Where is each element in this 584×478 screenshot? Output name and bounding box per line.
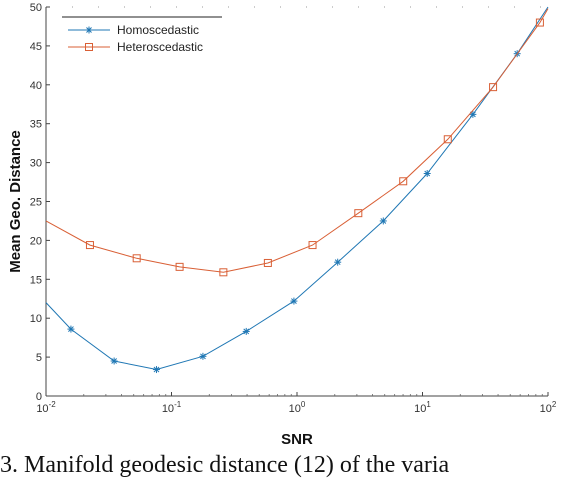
y-tick-label: 5 xyxy=(36,352,42,364)
asterisk-stroke xyxy=(380,218,387,224)
data-point-homoscedastic xyxy=(242,327,250,335)
y-tick-label: 15 xyxy=(30,274,42,286)
asterisk-stroke xyxy=(424,170,431,177)
data-point-heteroscedastic xyxy=(399,177,408,186)
legend-label-homoscedastic: Homoscedastic xyxy=(117,23,199,37)
x-tick-label: 102 xyxy=(540,400,557,415)
y-tick-label: 35 xyxy=(30,119,42,131)
series-layer xyxy=(45,6,549,374)
legend-marker-heteroscedastic xyxy=(85,43,93,51)
legend-marker-homoscedastic xyxy=(85,26,93,34)
legend: Homoscedastic Heteroscedastic xyxy=(62,16,222,62)
data-point-heteroscedastic xyxy=(308,241,317,250)
asterisk-stroke xyxy=(291,298,297,304)
axes: 0 5 10 15 20 25 30 35 40 45 50 10-2 10-1 100 101 102 xyxy=(30,2,557,415)
data-point-heteroscedastic xyxy=(219,268,228,277)
y-tick-label: 30 xyxy=(30,158,42,170)
data-point-homoscedastic xyxy=(379,217,387,225)
data-point-heteroscedastic xyxy=(535,18,544,27)
data-point-heteroscedastic xyxy=(175,262,184,271)
data-point-homoscedastic xyxy=(334,258,342,266)
asterisk-stroke xyxy=(86,27,92,33)
x-tick-label: 10-1 xyxy=(162,400,182,415)
asterisk-stroke xyxy=(153,366,160,373)
x-tick-label: 101 xyxy=(414,400,431,415)
y-tick-label: 40 xyxy=(30,80,42,92)
data-point-heteroscedastic xyxy=(263,258,272,267)
plot-area xyxy=(46,7,548,396)
y-tick-label: 0 xyxy=(36,391,42,403)
data-point-heteroscedastic xyxy=(132,254,141,263)
legend-label-heteroscedastic: Heteroscedastic xyxy=(117,40,203,54)
data-point-heteroscedastic xyxy=(489,83,498,92)
asterisk-stroke xyxy=(334,259,341,266)
y-tick-label: 50 xyxy=(30,2,42,14)
series-line-heteroscedastic xyxy=(45,8,549,273)
asterisk-stroke xyxy=(111,358,117,364)
y-tick-label: 10 xyxy=(30,313,42,325)
y-tick-label: 25 xyxy=(30,197,42,209)
y-axis-title: Mean Geo. Distance xyxy=(7,130,24,273)
data-point-homoscedastic xyxy=(110,357,118,365)
data-point-heteroscedastic xyxy=(443,135,452,144)
asterisk-stroke xyxy=(470,111,476,118)
asterisk-stroke xyxy=(68,326,74,332)
data-point-heteroscedastic xyxy=(85,241,94,250)
data-point-homoscedastic xyxy=(469,110,477,118)
x-tick-label: 100 xyxy=(289,400,306,415)
asterisk-stroke xyxy=(200,353,206,360)
x-tick-label: 10-2 xyxy=(36,400,56,415)
x-axis-title: SNR xyxy=(281,431,313,448)
series-heteroscedastic xyxy=(45,8,549,277)
asterisk-stroke xyxy=(243,328,250,335)
data-point-homoscedastic xyxy=(290,297,298,305)
data-point-homoscedastic xyxy=(152,366,160,374)
data-point-heteroscedastic xyxy=(354,209,363,218)
y-tick-label: 45 xyxy=(30,41,42,53)
data-point-homoscedastic xyxy=(67,325,75,333)
y-tick-label: 20 xyxy=(30,235,42,247)
line-chart: 0 5 10 15 20 25 30 35 40 45 50 10-2 10-1 100 101 102 Ho… xyxy=(7,2,557,448)
legend-box xyxy=(62,17,222,62)
figure-caption: 3. Manifold geodesic distance (12) of th… xyxy=(0,453,450,478)
data-point-homoscedastic xyxy=(199,352,207,360)
data-point-homoscedastic xyxy=(423,169,431,177)
